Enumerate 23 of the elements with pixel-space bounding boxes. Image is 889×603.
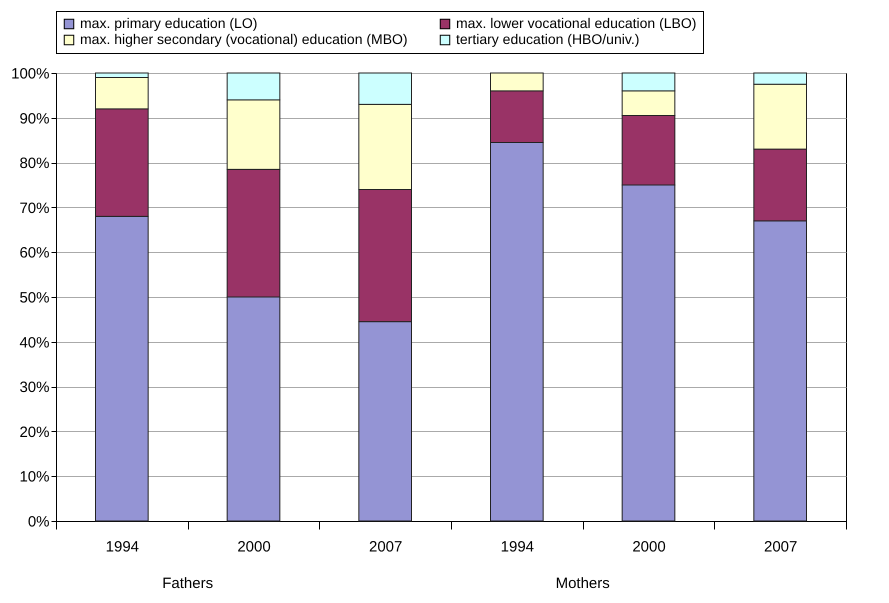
y-tick-label: 50% bbox=[19, 290, 50, 306]
x-tick-label: 1994 bbox=[500, 538, 534, 556]
y-tick-label: 30% bbox=[19, 379, 50, 396]
y-tick-label: 10% bbox=[19, 468, 50, 486]
text: Mothers bbox=[556, 575, 610, 592]
x-tick-label: 2007 bbox=[764, 538, 798, 556]
y-tick-label: 0% bbox=[28, 514, 50, 530]
legend-label: max. primary education (LO) bbox=[80, 15, 258, 31]
x-tick-label: 2007 bbox=[368, 538, 402, 556]
y-tick-label: 90% bbox=[19, 110, 50, 128]
x-tick-label: 2000 bbox=[632, 538, 666, 556]
y-tick-label: 70% bbox=[19, 200, 50, 217]
x-tick-label: 1994 bbox=[106, 538, 140, 556]
legend-label: max. higher secondary (vocational) education (MBO) bbox=[80, 31, 408, 47]
y-tick-label: 40% bbox=[19, 334, 50, 352]
y-tick-label: 100% bbox=[11, 66, 50, 82]
legend-label: max. lower vocational education (LBO) bbox=[456, 15, 696, 31]
legend-label: tertiary education (HBO/univ.) bbox=[456, 31, 640, 47]
y-tick-label: 20% bbox=[19, 424, 50, 441]
x-tick-label: 2000 bbox=[237, 538, 271, 556]
y-tick-label: 60% bbox=[19, 244, 50, 262]
y-tick-label: 80% bbox=[19, 155, 50, 172]
text: Fathers bbox=[162, 575, 214, 592]
